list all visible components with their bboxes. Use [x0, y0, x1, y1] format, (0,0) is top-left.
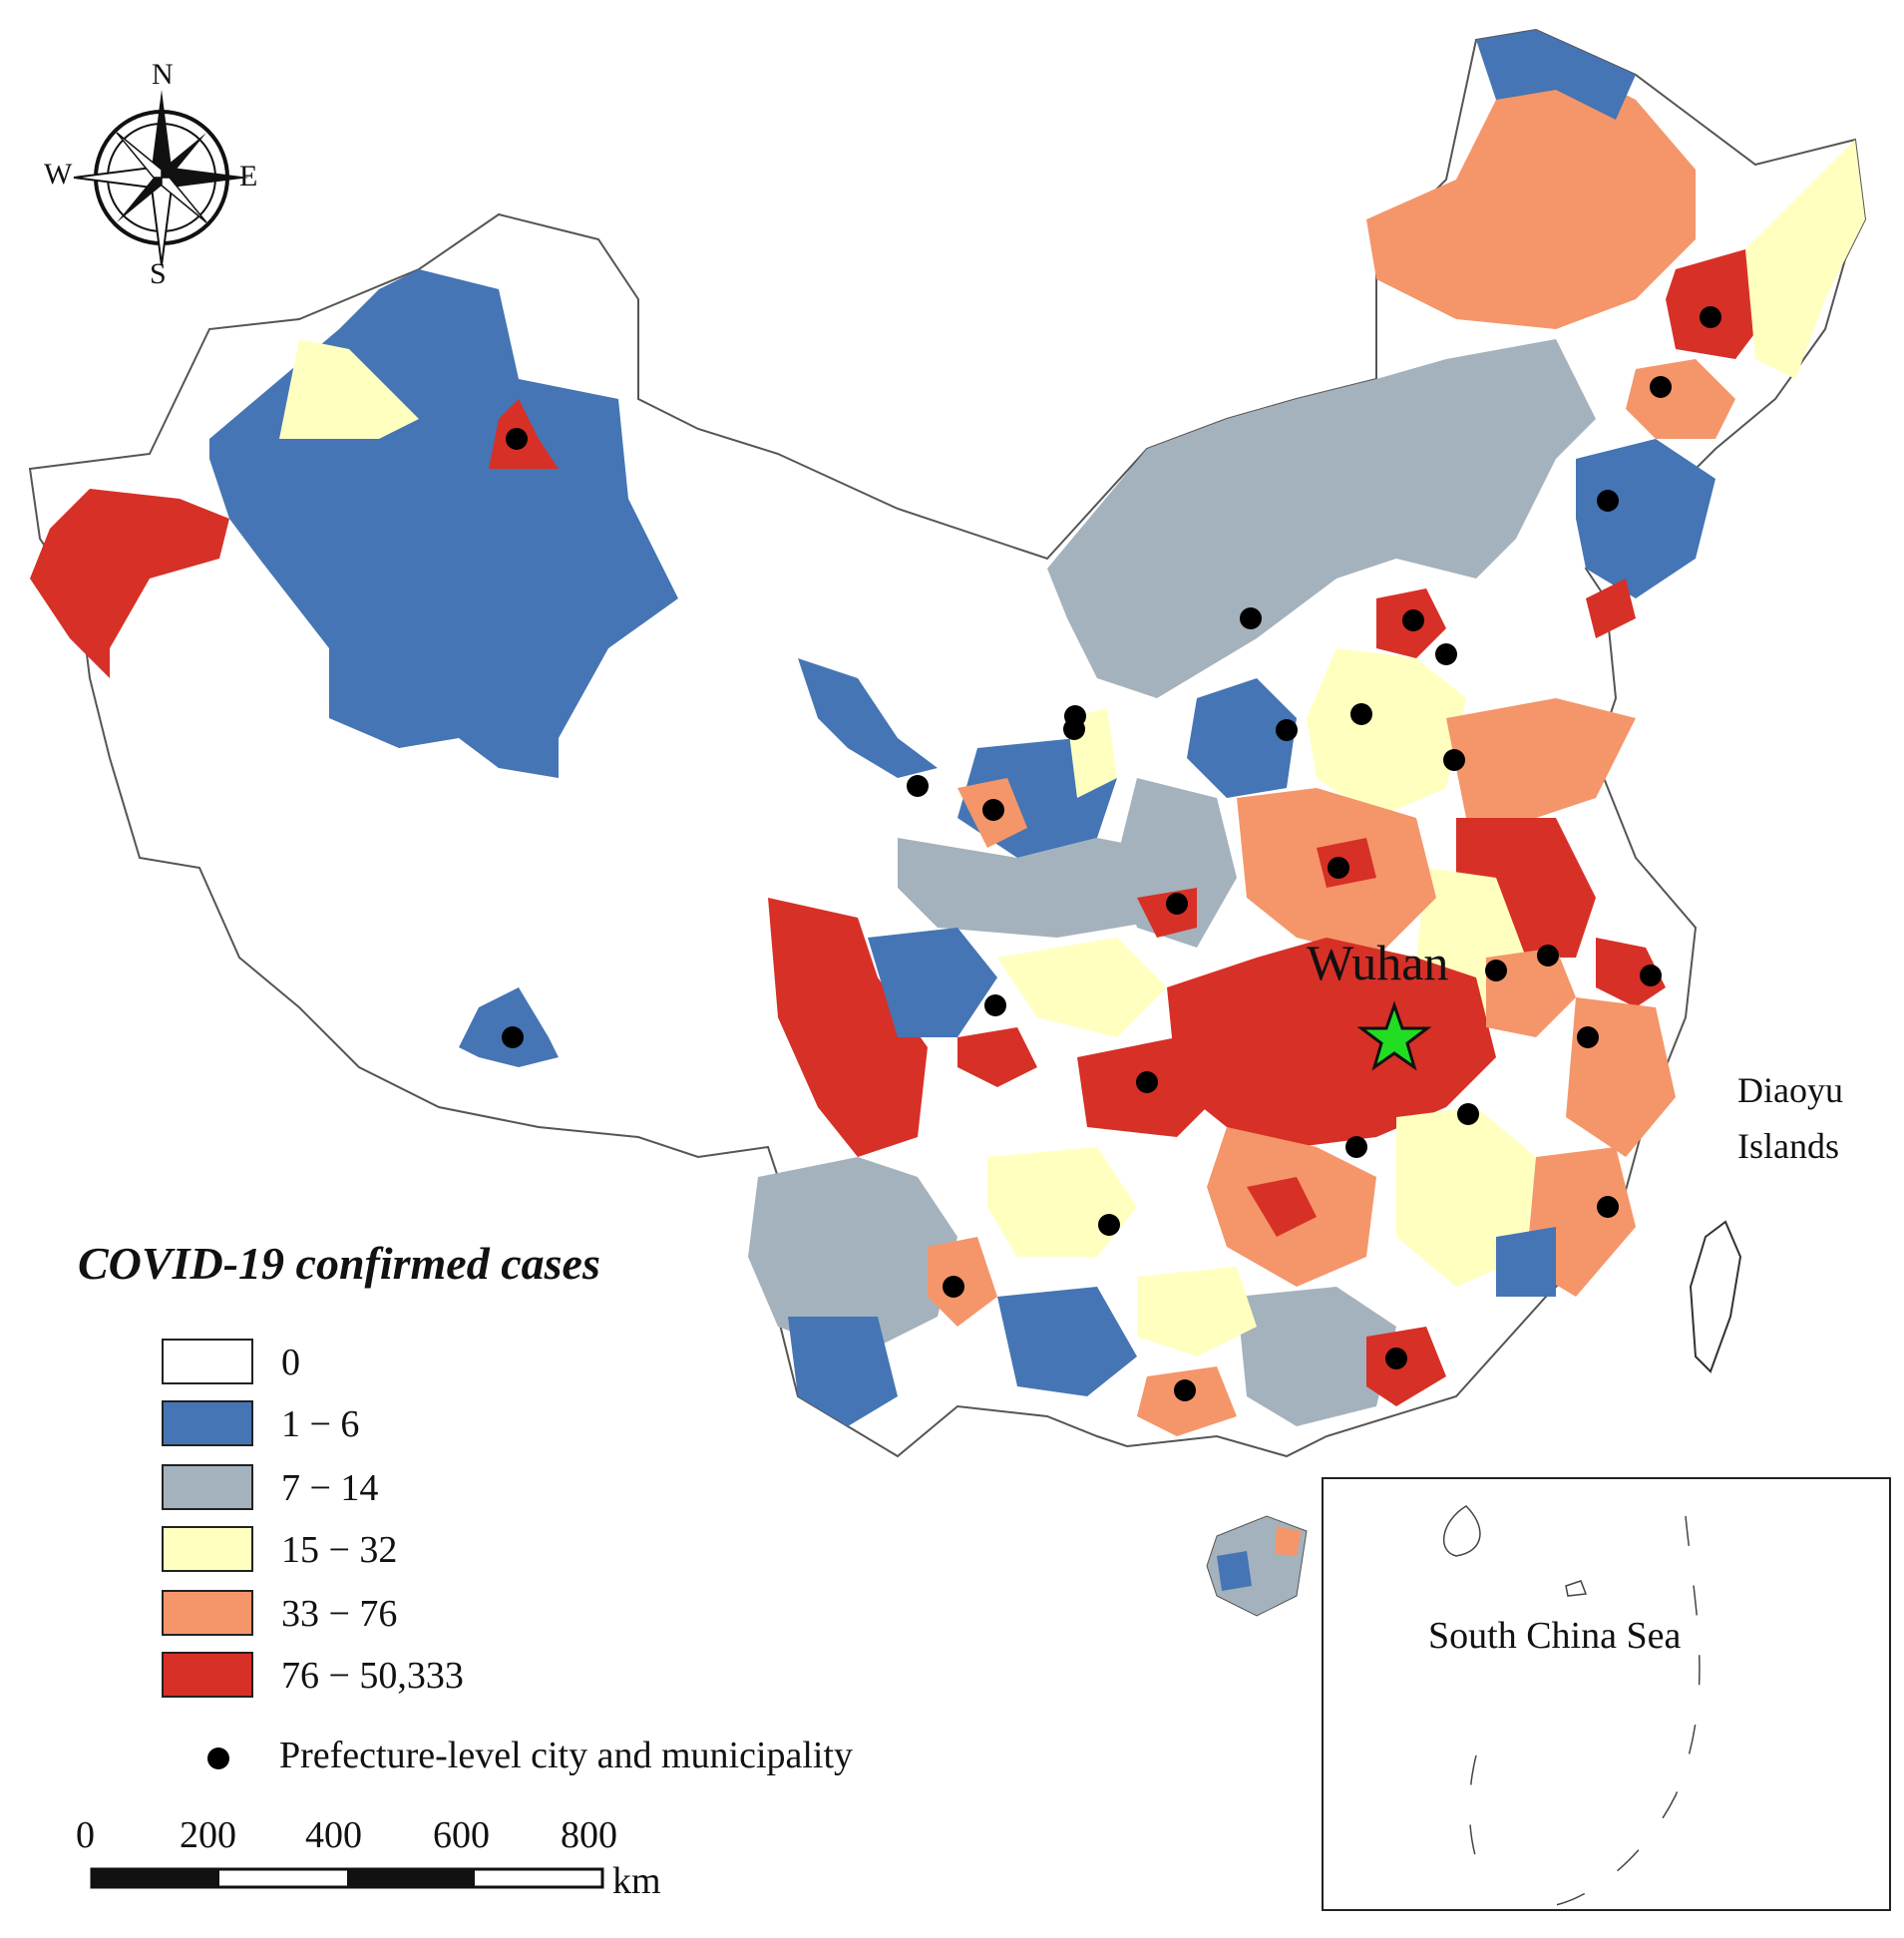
- region-hainan-c: [1275, 1526, 1302, 1556]
- legend-label: 7 − 14: [281, 1467, 379, 1509]
- region-sichuan-yellow: [997, 938, 1167, 1037]
- region-guangdong-yellow: [1137, 1267, 1257, 1357]
- south-china-sea-label: South China Sea: [1428, 1615, 1682, 1657]
- region-heilongjiang-b: [1476, 30, 1636, 120]
- region-gansu-west: [798, 658, 938, 778]
- legend-swatch: [162, 1339, 253, 1384]
- scale-bar: [90, 1867, 604, 1889]
- legend-label: 76 − 50,333: [281, 1655, 464, 1697]
- diaoyu-label-line1: Diaoyu: [1737, 1070, 1843, 1110]
- legend-label: 33 − 76: [281, 1593, 398, 1635]
- region-shanghai: [1596, 938, 1666, 1007]
- scale-tick-label: 800: [561, 1814, 617, 1856]
- legend-swatch: [162, 1590, 253, 1636]
- inset-dash-line: [1468, 1515, 1701, 1906]
- compass-south-label: S: [150, 257, 167, 290]
- city-dot-icon: [207, 1747, 229, 1769]
- region-shandong: [1446, 698, 1636, 818]
- legend-label: 0: [281, 1342, 300, 1383]
- region-yunnan: [748, 1157, 957, 1357]
- legend-swatch: [162, 1400, 253, 1446]
- region-liaoning: [1576, 439, 1715, 598]
- region-hubei-east: [1486, 948, 1576, 1037]
- compass-west-label: W: [44, 158, 73, 191]
- region-hainan-b: [1217, 1551, 1252, 1591]
- region-heilongjiang-east: [1745, 140, 1865, 379]
- region-harbin: [1666, 249, 1765, 359]
- region-changsha: [1247, 1177, 1317, 1237]
- taiwan-outline: [1689, 1220, 1742, 1373]
- compass-east-label: E: [239, 160, 258, 193]
- region-heilongjiang: [1366, 60, 1696, 329]
- region-yunnan-south: [788, 1317, 898, 1426]
- scale-tick-label: 200: [180, 1814, 236, 1856]
- region-shanxi: [1187, 678, 1297, 798]
- compass-rose-icon: [73, 90, 249, 266]
- region-ganzi: [768, 898, 928, 1157]
- compass-north-label: N: [152, 58, 174, 91]
- scale-tick-label: 600: [433, 1814, 490, 1856]
- wuhan-star-icon: [1356, 1000, 1432, 1071]
- scale-tick-label: 0: [76, 1814, 95, 1856]
- scale-tick-label: 400: [305, 1814, 362, 1856]
- region-fujian-blue: [1496, 1227, 1556, 1297]
- legend-swatch: [162, 1526, 253, 1572]
- region-hebei: [1307, 648, 1466, 818]
- legend-swatch: [162, 1652, 253, 1698]
- legend-city-marker-label: Prefecture-level city and municipality: [279, 1735, 854, 1776]
- legend-title: COVID-19 confirmed cases: [78, 1238, 600, 1289]
- region-altay: [279, 339, 419, 439]
- region-sichuan-blue: [868, 928, 997, 1037]
- diaoyu-label-line2: Islands: [1737, 1126, 1839, 1166]
- inset-coastline: [1442, 1505, 1588, 1597]
- south-china-sea-inset: [1322, 1477, 1891, 1911]
- region-kashgar: [30, 489, 229, 678]
- scale-unit-label: km: [612, 1860, 661, 1902]
- region-nanning: [1137, 1366, 1237, 1436]
- legend-label: 15 − 32: [281, 1529, 398, 1571]
- legend-swatch: [162, 1464, 253, 1510]
- region-chengdu: [957, 1027, 1037, 1087]
- legend-label: 1 − 6: [281, 1403, 360, 1445]
- region-inner-mongolia: [1047, 339, 1596, 698]
- region-dalian: [1586, 579, 1636, 638]
- region-hubei: [1167, 938, 1496, 1147]
- region-guangdong: [1237, 1287, 1396, 1426]
- region-guangxi: [997, 1287, 1137, 1396]
- wuhan-label: Wuhan: [1307, 935, 1449, 990]
